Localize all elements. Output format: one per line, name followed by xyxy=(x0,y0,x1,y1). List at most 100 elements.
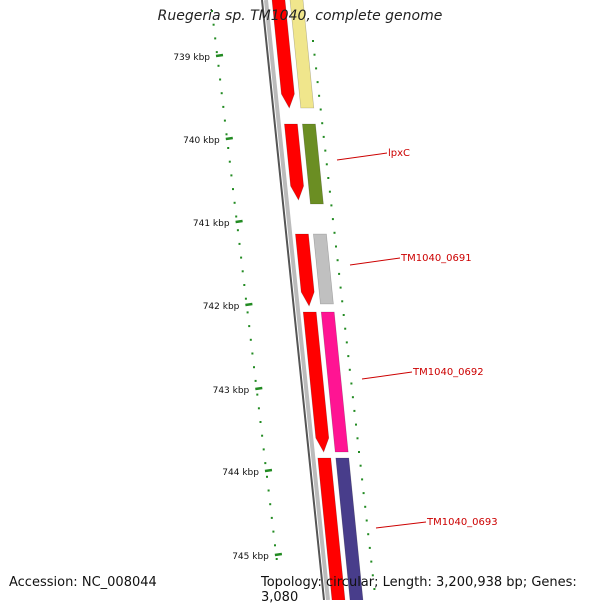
gc-dot xyxy=(325,163,328,166)
label-leader xyxy=(336,152,388,161)
topology-value: circular xyxy=(325,575,375,590)
gc-dot xyxy=(356,437,359,440)
gene-label: TM1040_0691 xyxy=(400,253,472,264)
gc-dot xyxy=(233,201,236,204)
tick-label: 745 kbp xyxy=(232,552,269,562)
tick-mark xyxy=(225,136,233,141)
gc-dot xyxy=(275,558,278,560)
length-value: 3,200,938 bp xyxy=(436,575,523,590)
tick-mark xyxy=(235,219,243,224)
gc-dot xyxy=(251,352,254,355)
gene-block xyxy=(313,233,334,305)
backbone-line-dark xyxy=(261,0,325,600)
cds-arrow xyxy=(284,123,304,201)
gc-dot xyxy=(359,464,362,467)
gc-dot xyxy=(235,215,238,218)
tick-mark xyxy=(264,468,273,473)
genes-value: 3,080 xyxy=(261,590,299,605)
gc-dot xyxy=(370,560,373,563)
gene-block xyxy=(335,457,364,600)
gc-dot xyxy=(253,366,255,369)
gc-dot xyxy=(238,242,241,245)
gc-dot xyxy=(358,451,360,453)
gc-dot xyxy=(316,81,319,84)
accession-label: Accession: xyxy=(9,575,78,590)
gc-dot xyxy=(211,10,213,12)
gc-dot xyxy=(318,94,321,97)
gc-dot xyxy=(368,546,371,549)
gc-dot xyxy=(333,231,336,234)
gc-dot xyxy=(367,533,370,536)
tick-mark xyxy=(274,552,283,557)
gene-track xyxy=(289,0,364,600)
gc-dot xyxy=(341,300,344,303)
gene-block xyxy=(289,0,315,109)
gc-dot xyxy=(259,421,262,423)
gc-dot xyxy=(257,407,260,410)
gc-skew-dots xyxy=(211,10,376,590)
tick-label: 739 kbp xyxy=(173,53,210,63)
gc-dot xyxy=(244,297,247,300)
genes-label: Genes: xyxy=(531,575,577,590)
topology-label: Topology: xyxy=(261,575,322,590)
gc-dot xyxy=(362,492,365,495)
label-leader xyxy=(375,521,427,529)
tick-label: 741 kbp xyxy=(193,219,230,229)
gc-dot xyxy=(249,338,252,341)
gc-dot xyxy=(327,177,330,179)
gc-dot xyxy=(270,516,273,519)
gc-dot xyxy=(339,286,342,289)
gc-dot xyxy=(217,64,220,67)
gc-dot xyxy=(345,341,348,344)
gc-dot xyxy=(371,574,374,577)
gc-dot xyxy=(315,67,318,70)
gc-dot xyxy=(212,23,215,26)
gc-dot xyxy=(312,40,314,42)
accession-info: Accession: NC_008044 xyxy=(9,575,157,590)
gc-dot xyxy=(266,475,268,478)
gc-dot xyxy=(274,544,276,547)
gc-dot xyxy=(344,327,347,330)
gc-dot xyxy=(227,147,230,149)
gc-dot xyxy=(373,588,376,590)
tick-label: 742 kbp xyxy=(203,302,240,312)
gc-dot xyxy=(342,314,345,316)
gc-dot xyxy=(348,368,351,371)
gc-dot xyxy=(225,133,228,136)
scale-ticks: 739 kbp 740 kbp 741 kbp 742 kbp 743 kbp 744 k… xyxy=(173,53,283,562)
tick-label: 740 kbp xyxy=(183,136,220,146)
gc-dot xyxy=(313,53,316,56)
gc-dot xyxy=(232,188,234,191)
length-label: Length: xyxy=(382,575,432,590)
gc-dot xyxy=(256,393,259,396)
gc-dot xyxy=(353,409,356,412)
cds-arrow xyxy=(302,311,330,453)
gc-dot xyxy=(365,519,368,522)
gc-dot xyxy=(261,434,264,437)
gc-dot xyxy=(236,229,239,232)
gc-dot xyxy=(347,355,350,358)
gc-dot xyxy=(336,259,339,262)
gc-dot xyxy=(241,270,244,273)
gc-dot xyxy=(230,174,233,177)
tick-mark xyxy=(255,386,263,391)
gene-labels: lpxC TM1040_0691 TM1040_0692 TM1040_0693 xyxy=(336,148,498,529)
label-leader xyxy=(349,257,401,266)
gc-dot xyxy=(321,122,324,125)
gc-dot xyxy=(248,325,251,328)
accession-value: NC_008044 xyxy=(81,575,157,590)
backbone-line-light xyxy=(264,0,330,600)
gc-dot xyxy=(222,105,225,108)
gc-dot xyxy=(319,108,322,111)
gene-block xyxy=(302,123,324,205)
gc-dot xyxy=(215,51,218,54)
gc-dot xyxy=(214,37,217,40)
gc-dot xyxy=(350,382,353,385)
gc-dot xyxy=(219,78,222,81)
gc-dot xyxy=(324,149,327,152)
gc-dot xyxy=(254,379,257,382)
gc-dot xyxy=(351,396,354,399)
tick-mark xyxy=(245,302,253,307)
gene-label: TM1040_0693 xyxy=(426,517,498,528)
